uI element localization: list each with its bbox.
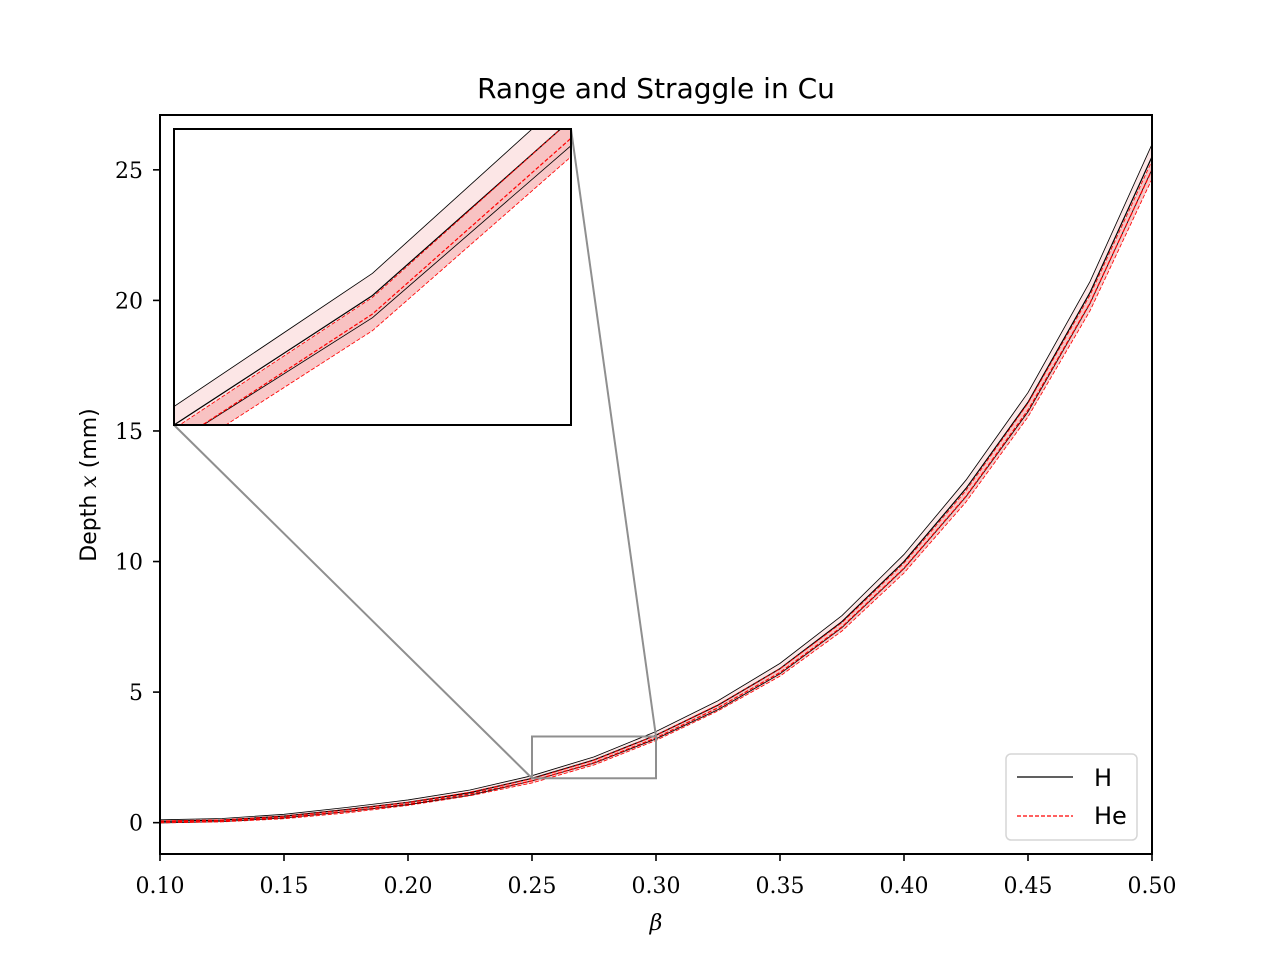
zoom-connector-left — [173, 424, 533, 779]
inset-frame — [173, 128, 572, 426]
zoom-connector-right — [570, 128, 657, 737]
x-axis: 0.10 0.15 0.20 0.25 0.30 0.35 0.40 0.45 0.50 — [136, 854, 1177, 899]
x-axis-label: β — [649, 911, 663, 936]
y-axis-label-var: x — [77, 475, 102, 488]
legend-he-label: He — [1094, 802, 1127, 830]
x-tick-label: 0.35 — [756, 874, 805, 899]
y-tick-label: 20 — [115, 289, 143, 314]
chart-title: Range and Straggle in Cu — [477, 72, 835, 105]
y-tick-label: 10 — [115, 551, 143, 576]
x-tick-label: 0.20 — [384, 874, 433, 899]
y-axis-label: Depth x (mm) — [77, 408, 102, 561]
x-tick-label: 0.25 — [508, 874, 557, 899]
x-tick-label: 0.40 — [880, 874, 929, 899]
zoom-indicator — [173, 128, 657, 780]
inset-band-he — [179, 129, 571, 425]
zoom-region-box — [531, 735, 657, 780]
legend: H He — [1005, 753, 1138, 841]
x-tick-label: 0.30 — [632, 874, 681, 899]
inset-band-h — [174, 129, 571, 425]
x-tick-label: 0.45 — [1004, 874, 1053, 899]
y-tick-label: 0 — [129, 812, 143, 837]
y-tick-label: 5 — [129, 681, 143, 706]
x-tick-label: 0.15 — [260, 874, 309, 899]
x-tick-label: 0.10 — [136, 874, 185, 899]
y-axis-label-suffix: (mm) — [77, 408, 102, 475]
inset-bands — [174, 129, 571, 425]
legend-h-label: H — [1094, 764, 1112, 792]
y-axis: 0 5 10 15 20 25 — [115, 159, 160, 837]
legend-box — [1005, 753, 1138, 841]
x-tick-label: 0.50 — [1128, 874, 1177, 899]
y-axis-label-prefix: Depth — [77, 488, 102, 562]
y-tick-label: 15 — [115, 420, 143, 445]
y-tick-label: 25 — [115, 159, 143, 184]
